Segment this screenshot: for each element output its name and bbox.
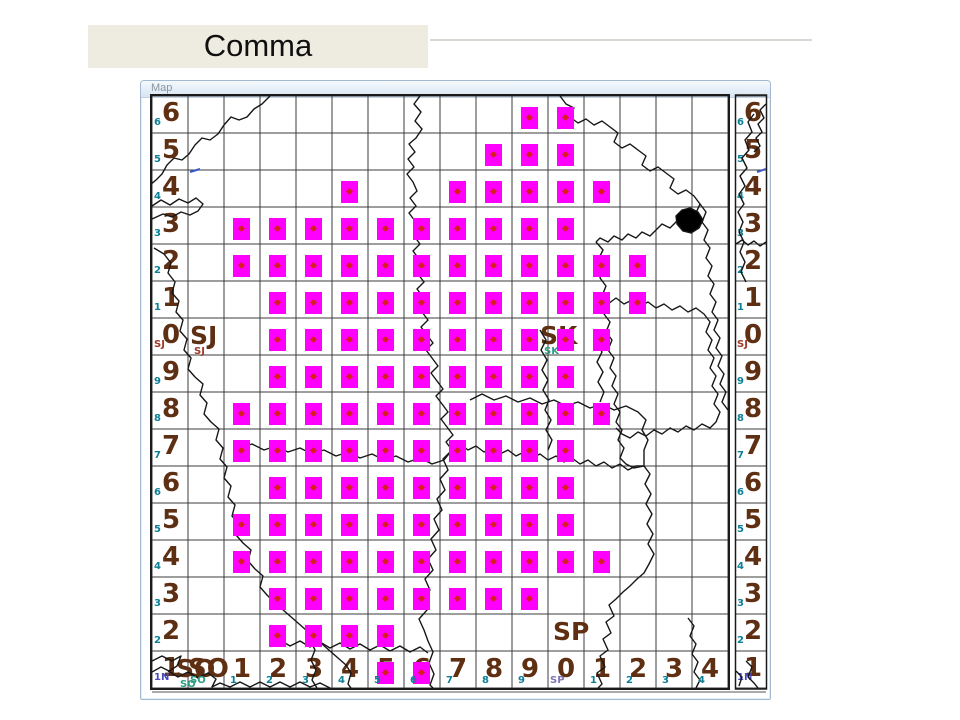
window-title: Map [151, 82, 173, 94]
map-window: Map [140, 80, 771, 700]
divider-line [430, 39, 812, 41]
slide-title: Comma [203, 28, 313, 63]
slide-title-box: Comma [88, 25, 428, 68]
window-titlebar[interactable]: Map [141, 81, 770, 98]
